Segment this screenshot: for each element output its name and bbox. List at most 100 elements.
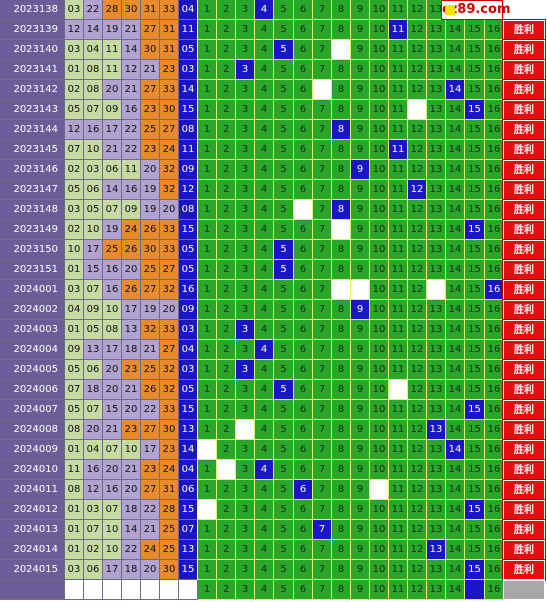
trend-cell: 4 [255,280,274,300]
trend-cell: 6 [294,540,313,560]
trend-empty-cell [313,80,332,100]
trend-cell: 12 [408,200,427,220]
trend-cell: 10 [370,140,389,160]
result-badge[interactable]: 胜利 [502,279,546,301]
trend-cell: 4 [255,20,274,40]
footer-trend-cell: 1 [198,580,217,600]
result-badge[interactable]: 胜利 [502,119,546,141]
result-badge[interactable]: 胜利 [502,159,546,181]
result-badge[interactable]: 胜利 [502,139,546,161]
trend-cell: 13 [427,480,446,500]
trend-cell: 11 [389,0,408,20]
watermark-text: cz89.com [442,2,511,17]
trend-cell: 1 [198,340,217,360]
result-badge[interactable]: 胜利 [502,479,546,501]
result-badge[interactable]: 胜利 [502,39,546,61]
result-badge[interactable]: 胜利 [502,439,546,461]
trend-cell: 8 [332,460,351,480]
result-badge[interactable]: 胜利 [502,79,546,101]
trend-cell: 5 [274,540,294,560]
red-number-cell: 32 [160,360,179,380]
red-number-cell: 20 [84,420,103,440]
red-number-cell: 07 [84,400,103,420]
result-badge[interactable]: 胜利 [502,99,546,121]
trend-cell: 15 [465,420,485,440]
trend-cell: 6 [294,260,313,280]
result-badge[interactable]: 胜利 [502,319,546,341]
trend-hit-cell: 12 [408,180,427,200]
result-badge[interactable]: 胜利 [502,459,546,481]
result-badge[interactable]: 胜利 [502,399,546,421]
result-badge[interactable]: 胜利 [502,519,546,541]
trend-cell: 6 [294,360,313,380]
trend-cell: 9 [351,80,370,100]
table-row: 2024004 09 13 17 18 21 27 04 1 2 3 4 5 6 7 8 9 10 11 12 13 14… [0,339,547,361]
trend-cell: 5 [274,100,294,120]
trend-cell: 1 [198,80,217,100]
trend-cell: 13 [427,440,446,460]
trend-cell: 6 [294,40,313,60]
trend-cell: 2 [217,20,236,40]
trend-cell: 7 [313,140,332,160]
trend-empty-cell [198,440,217,460]
trend-cell: 8 [332,60,351,80]
result-badge[interactable]: 胜利 [502,379,546,401]
red-number-cell: 04 [65,300,84,320]
trend-cell: 10 [370,560,389,580]
result-badge[interactable]: 胜利 [502,59,546,81]
red-number-cell: 32 [160,160,179,180]
trend-cell: 10 [370,360,389,380]
result-badge[interactable]: 胜利 [502,419,546,441]
trend-cell: 3 [236,200,255,220]
result-badge[interactable]: 胜利 [502,539,546,561]
trend-cell: 2 [217,300,236,320]
trend-cell: 6 [294,100,313,120]
trend-cell: 7 [313,500,332,520]
trend-cell: 10 [370,120,389,140]
trend-hit-cell: 7 [313,520,332,540]
red-number-cell: 06 [84,180,103,200]
trend-cell: 10 [370,300,389,320]
footer-trend-cell: 14 [446,580,465,600]
red-number-cell: 07 [84,280,103,300]
result-badge[interactable]: 胜利 [502,219,546,241]
trend-cell: 1 [198,200,217,220]
result-badge[interactable]: 胜利 [502,179,546,201]
trend-cell: 7 [313,240,332,260]
trend-cell: 7 [313,460,332,480]
trend-hit-cell: 13 [427,420,446,440]
red-number-cell: 33 [160,220,179,240]
result-badge[interactable]: 胜利 [502,499,546,521]
result-badge[interactable]: 胜利 [502,359,546,381]
issue-number-cell: 2024007 [0,400,65,420]
result-badge[interactable]: 胜利 [502,339,546,361]
red-number-cell: 18 [122,560,141,580]
result-badge[interactable]: 胜利 [502,19,546,41]
red-number-cell: 21 [122,80,141,100]
trend-cell: 16 [485,240,504,260]
table-row: 2023150 10 17 25 26 30 33 05 1 2 3 4 5 6 7 8 9 10 11 12 13 14… [0,239,547,261]
result-badge[interactable]: 胜利 [502,199,546,221]
blue-number-cell: 09 [179,300,198,320]
result-badge[interactable]: 胜利 [502,299,546,321]
table-row: 2024014 01 02 10 22 24 25 13 1 2 3 4 5 6 7 8 9 10 11 12 13 14… [0,539,547,561]
trend-cell: 9 [351,420,370,440]
trend-cell: 2 [217,40,236,60]
trend-cell: 10 [370,320,389,340]
trend-cell: 12 [408,120,427,140]
result-badge[interactable]: 胜利 [502,559,546,581]
red-number-cell: 19 [103,20,122,40]
red-number-cell: 27 [160,340,179,360]
trend-empty-cell [351,280,370,300]
trend-hit-cell: 5 [274,380,294,400]
trend-cell: 9 [351,40,370,60]
result-badge[interactable]: 胜利 [502,239,546,261]
trend-cell: 8 [332,440,351,460]
red-number-cell: 07 [84,100,103,120]
trend-cell: 7 [313,40,332,60]
trend-cell: 9 [351,400,370,420]
trend-cell: 7 [313,280,332,300]
result-badge[interactable]: 胜利 [502,259,546,281]
trend-cell: 10 [370,500,389,520]
trend-cell: 12 [408,480,427,500]
